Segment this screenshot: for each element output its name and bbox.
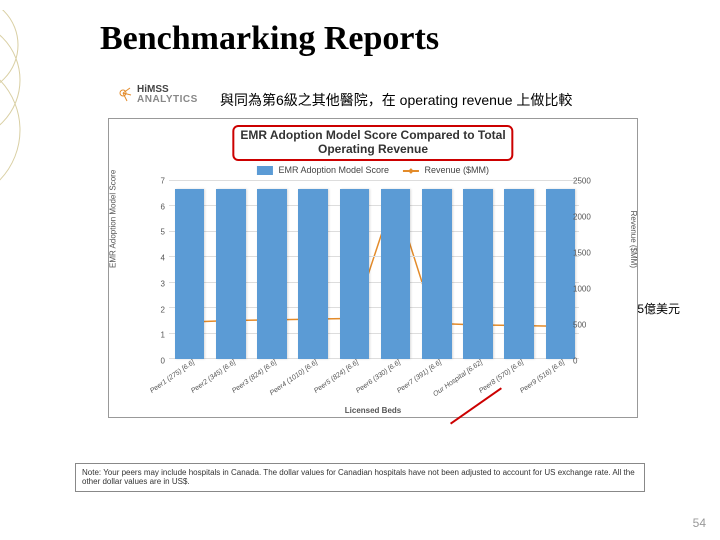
- bar: [463, 189, 493, 359]
- ytick-left: 5: [149, 228, 165, 237]
- ytick-right: 2000: [573, 213, 597, 222]
- grid-line: [169, 180, 579, 181]
- chart-legend: EMR Adoption Model Score Revenue ($MM): [257, 165, 489, 175]
- ytick-left: 4: [149, 254, 165, 263]
- bar: [175, 189, 205, 359]
- legend-item-line: Revenue ($MM): [403, 165, 489, 175]
- ytick-right: 0: [573, 357, 597, 366]
- bar: [257, 189, 287, 359]
- chart-container: EMR Adoption Model Score Compared to Tot…: [108, 118, 638, 418]
- ytick-left: 3: [149, 279, 165, 288]
- legend-label-line: Revenue ($MM): [425, 165, 490, 175]
- chart-title-line1: EMR Adoption Model Score Compared to Tot…: [240, 129, 505, 143]
- bar: [546, 189, 576, 359]
- y-axis-right-label: Revenue ($MM): [629, 211, 638, 268]
- ytick-right: 500: [573, 321, 597, 330]
- legend-swatch-line: [403, 170, 419, 172]
- page-number: 54: [693, 516, 706, 530]
- chart-title-line2: Operating Revenue: [240, 143, 505, 157]
- decorative-circles: [0, 10, 90, 210]
- footnote-box: Note: Your peers may include hospitals i…: [75, 463, 645, 492]
- annotation-500m-usd: 5億美元: [637, 300, 680, 317]
- ytick-left: 0: [149, 357, 165, 366]
- chart-title: EMR Adoption Model Score Compared to Tot…: [232, 125, 513, 161]
- legend-swatch-bar: [257, 166, 273, 175]
- bar: [340, 189, 370, 359]
- subtitle-text: 與同為第6級之其他醫院，在 operating revenue 上做比較: [220, 90, 572, 110]
- ytick-left: 6: [149, 202, 165, 211]
- logo-bottom-text: ANALYTICS: [137, 95, 198, 105]
- ytick-left: 7: [149, 177, 165, 186]
- bar: [381, 189, 411, 359]
- ytick-right: 1000: [573, 285, 597, 294]
- x-axis-label: Licensed Beds: [345, 406, 401, 415]
- bar: [298, 189, 328, 359]
- bar: [216, 189, 246, 359]
- ytick-right: 1500: [573, 249, 597, 258]
- ytick-left: 1: [149, 331, 165, 340]
- x-axis-area: Peer1 (275) [6.6]Peer2 (345) [6.6]Peer3 …: [169, 361, 579, 405]
- plot-area: [169, 181, 579, 359]
- y-axis-left-label: EMR Adoption Model Score: [109, 170, 118, 268]
- bar: [504, 189, 534, 359]
- legend-label-bar: EMR Adoption Model Score: [278, 165, 389, 175]
- legend-item-bar: EMR Adoption Model Score: [257, 165, 389, 175]
- ytick-left: 2: [149, 305, 165, 314]
- bar: [422, 189, 452, 359]
- ytick-right: 2500: [573, 177, 597, 186]
- xtick-label: Peer9 (516) [6.6]: [519, 359, 588, 427]
- himss-analytics-logo: HiMSS ANALYTICS: [115, 80, 205, 110]
- slide-title: Benchmarking Reports: [100, 20, 439, 58]
